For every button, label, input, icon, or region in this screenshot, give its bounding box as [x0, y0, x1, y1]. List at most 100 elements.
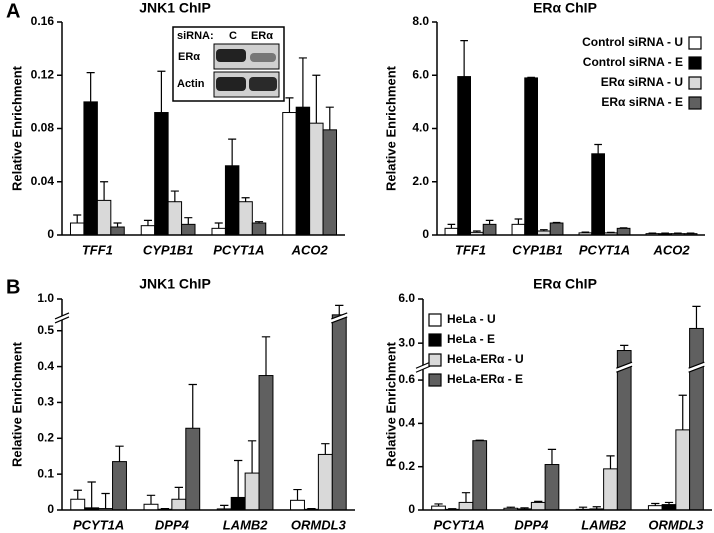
y-axis-title: Relative Enrichment: [9, 65, 24, 191]
y-tick-label: 0.5: [37, 323, 54, 337]
y-tick-label: 0.2: [37, 430, 54, 444]
bar: [524, 77, 539, 236]
bar: [689, 327, 704, 511]
bar: [544, 464, 560, 511]
bar: [140, 225, 156, 236]
bar: [309, 122, 324, 236]
error-bar: [188, 383, 197, 429]
inset-header: siRNA:: [177, 30, 214, 42]
row-label: Actin: [177, 78, 205, 90]
bar: [549, 222, 564, 236]
error-bar: [157, 70, 166, 113]
axis-break: [331, 312, 348, 323]
lane-label: C: [229, 30, 237, 42]
legend-swatch: [688, 56, 702, 70]
bar: [167, 201, 183, 236]
x-tick-label: PCYT1A: [433, 517, 484, 532]
bar: [244, 472, 260, 511]
legend-label: HeLa - U: [447, 312, 496, 326]
x-tick-label: PCYT1A: [579, 242, 630, 257]
bar: [185, 427, 201, 511]
error-bar: [620, 344, 629, 351]
bar: [171, 498, 187, 511]
error-bar: [506, 506, 515, 509]
error-bar: [527, 76, 535, 78]
bar: [211, 227, 226, 236]
error-bar: [143, 219, 152, 226]
error-bar: [581, 231, 590, 233]
legend-swatch: [428, 313, 442, 327]
panel-label: A: [6, 0, 20, 22]
error-bar: [247, 440, 257, 474]
bar: [530, 501, 546, 511]
error-bar: [578, 506, 588, 510]
x-tick-label: TFF1: [82, 242, 113, 257]
bar: [472, 440, 488, 511]
y-tick-label: 0.12: [31, 67, 55, 81]
error-bar: [261, 336, 271, 376]
x-tick-label: PCYT1A: [73, 517, 124, 532]
bar: [458, 501, 474, 511]
y-tick-label: 0.6: [398, 372, 415, 386]
error-bar: [160, 507, 170, 510]
y-tick-label: 0.08: [31, 121, 55, 135]
error-bar: [447, 223, 456, 229]
error-bar: [534, 500, 543, 503]
error-bar: [686, 232, 695, 234]
legend-label: HeLa - E: [447, 332, 495, 346]
legend-label: HeLa-ERα - U: [447, 352, 524, 366]
y-tick-label: 0.1: [37, 466, 54, 480]
axis-break: [616, 361, 633, 373]
y-tick-label: 0.16: [31, 14, 55, 28]
bar: [675, 429, 691, 511]
legend-label: HeLa-ERα - E: [447, 372, 523, 386]
error-bar: [547, 448, 557, 465]
error-bar: [664, 501, 674, 505]
error-bar: [661, 232, 669, 234]
bar: [511, 223, 526, 236]
bar: [661, 504, 677, 511]
axis-break: [54, 312, 70, 324]
bar: [181, 223, 196, 236]
error-bar: [115, 445, 124, 462]
y-axis-title: Relative Enrichment: [9, 341, 24, 467]
error-bar: [592, 506, 601, 509]
error-bar: [448, 508, 457, 510]
bar: [112, 461, 127, 511]
error-bar: [100, 181, 109, 201]
bar: [317, 453, 333, 511]
lane-label: ERα: [251, 30, 273, 42]
y-tick-label: 0.4: [37, 359, 54, 373]
legend-swatch: [428, 373, 442, 387]
y-tick-label: 0.2: [398, 459, 415, 473]
error-bar: [293, 488, 302, 501]
error-bar: [228, 138, 237, 166]
error-bar: [73, 214, 82, 224]
error-bar: [619, 227, 628, 229]
blot-band: [216, 49, 246, 62]
chart-title: JNK1 ChIP: [139, 0, 211, 16]
error-bar: [86, 71, 95, 102]
bar: [331, 314, 347, 511]
chart-title: ERα ChIP: [533, 276, 597, 292]
bar: [251, 222, 267, 236]
bar: [282, 112, 297, 236]
error-bar: [285, 97, 294, 113]
legend-swatch: [688, 76, 702, 90]
error-bar: [298, 57, 307, 108]
y-tick-label: 6.0: [398, 291, 415, 305]
x-tick-label: LAMB2: [223, 517, 269, 532]
error-bar: [520, 507, 529, 509]
axis-break: [616, 362, 633, 373]
bar: [110, 226, 125, 236]
y-tick-label: 0: [47, 227, 54, 241]
blot-band: [249, 77, 277, 91]
y-tick-label: 8.0: [412, 14, 429, 28]
error-bar: [434, 503, 443, 507]
bar: [290, 499, 305, 511]
error-bar: [321, 443, 330, 455]
bar: [444, 227, 459, 236]
bar: [154, 112, 169, 236]
y-tick-label: 0.04: [31, 174, 55, 188]
